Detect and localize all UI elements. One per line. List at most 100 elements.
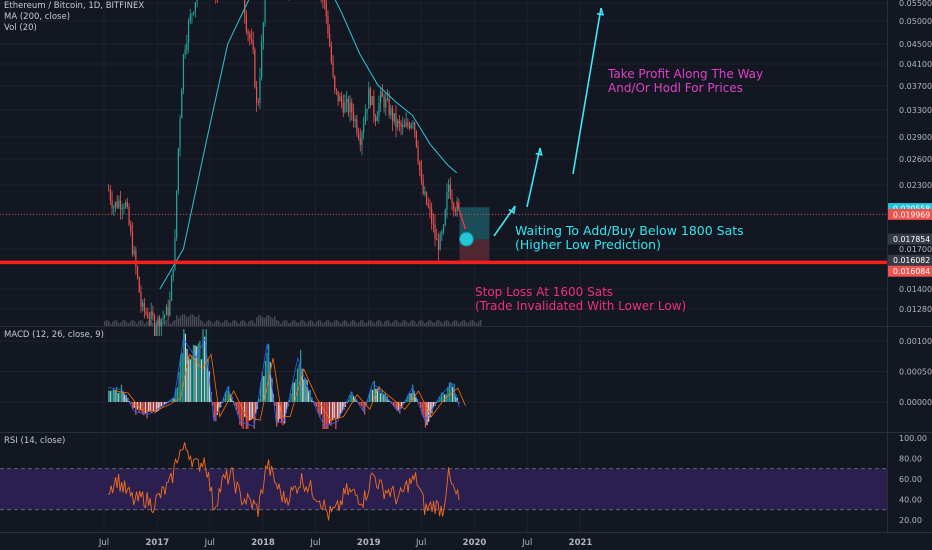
- volume-bar: [404, 320, 406, 326]
- macd-histogram-bar: [148, 402, 150, 412]
- candle-body: [152, 311, 154, 317]
- candle-body: [135, 250, 137, 267]
- macd-histogram-bar: [336, 402, 339, 419]
- rsi-title[interactable]: RSI (14, close): [4, 436, 66, 446]
- volume-bar: [294, 320, 296, 326]
- volume-bar: [438, 320, 440, 326]
- ma-legend[interactable]: MA (200, close): [4, 12, 71, 22]
- macd-histogram-bar: [384, 393, 387, 402]
- volume-bar: [250, 320, 252, 326]
- candle-body: [395, 113, 397, 128]
- volume-bar: [178, 317, 180, 326]
- volume-bar: [136, 323, 138, 326]
- volume-bar: [420, 320, 422, 326]
- volume-bar: [210, 321, 212, 326]
- macd-histogram-bar: [360, 402, 363, 407]
- symbol-title[interactable]: Ethereum / Bitcoin, 1D, BITFINEX: [4, 1, 145, 11]
- volume-bar: [144, 323, 146, 326]
- macd-histogram-bar: [159, 402, 161, 410]
- rsi-tick-label: 80.00: [899, 455, 922, 464]
- price-label: 0.016082: [893, 256, 930, 265]
- volume-bar: [138, 321, 140, 326]
- candle-body: [439, 234, 441, 250]
- macd-histogram-bar: [183, 329, 185, 402]
- macd-histogram-bar: [367, 400, 369, 402]
- macd-histogram-bar: [180, 355, 182, 402]
- candle-body: [342, 102, 344, 113]
- main-legend: Ethereum / Bitcoin, 1D, BITFINEX MA (200…: [4, 1, 144, 34]
- macd-histogram-bar: [228, 386, 230, 402]
- candle-body: [332, 62, 334, 77]
- volume-bar: [464, 320, 466, 326]
- rsi-legend: RSI (14, close): [4, 436, 65, 447]
- macd-histogram-bar: [402, 402, 404, 405]
- macd-histogram-bar: [314, 402, 316, 407]
- macd-histogram-bar: [381, 390, 383, 402]
- volume-bar: [334, 320, 336, 326]
- macd-histogram-bar: [407, 394, 409, 402]
- macd-histogram-bar: [207, 359, 209, 402]
- macd-histogram-bar: [282, 402, 284, 426]
- volume-bar: [394, 320, 396, 326]
- candle-body: [189, 14, 191, 22]
- volume-bar: [276, 320, 278, 326]
- volume-bar: [218, 320, 220, 326]
- volume-bar: [268, 315, 270, 326]
- volume-bar: [336, 320, 338, 326]
- candle-body: [344, 102, 346, 113]
- macd-histogram-bar: [405, 399, 407, 402]
- macd-histogram-bar: [221, 402, 223, 403]
- time-axis[interactable]: Jul 2017 Jul 2018 Jul 2019 Jul 2020 Jul 2021: [98, 538, 593, 548]
- time-tick-label: Jul: [521, 538, 532, 548]
- price-label: 0.016084: [893, 267, 930, 276]
- volume-bar: [382, 323, 384, 326]
- macd-histogram-bar: [151, 402, 153, 414]
- macd-histogram-bar: [128, 401, 131, 402]
- candle-body: [165, 307, 168, 316]
- volume-bar: [452, 321, 454, 326]
- volume-bar: [134, 321, 136, 326]
- volume-bar: [400, 322, 402, 326]
- candle-body: [356, 119, 358, 133]
- volume-bar: [206, 321, 208, 326]
- time-tick-label: Jul: [415, 538, 426, 548]
- macd-histogram-bar: [392, 402, 395, 407]
- volume-bar: [170, 323, 172, 326]
- volume-bar: [364, 322, 366, 326]
- rsi-line: [107, 442, 460, 521]
- candle-body: [177, 148, 179, 191]
- macd-histogram-bar: [340, 402, 342, 414]
- volume-bar: [122, 320, 124, 326]
- volume-bar: [118, 322, 120, 326]
- candle-body: [441, 232, 443, 235]
- candle-body: [150, 311, 152, 319]
- macd-histogram-bar: [330, 402, 332, 426]
- macd-histogram-bar: [215, 402, 217, 422]
- candle-body: [182, 54, 185, 90]
- macd-histogram-bar: [117, 393, 119, 402]
- volume-bar: [238, 323, 240, 326]
- volume-bar: [240, 321, 242, 326]
- volume-bar: [422, 320, 424, 326]
- candle-body: [249, 33, 251, 39]
- volume-bar: [410, 320, 412, 326]
- macd-histogram-bar: [236, 402, 238, 410]
- volume-bar: [182, 314, 184, 326]
- volume-bar: [104, 321, 106, 326]
- candle-body: [386, 98, 389, 100]
- macd-histogram-bar: [447, 386, 449, 402]
- candle-body: [407, 122, 409, 126]
- volume-bar: [440, 321, 442, 326]
- macd-title[interactable]: MACD (12, 26, close, 9): [4, 330, 104, 340]
- volume-legend[interactable]: Vol (20): [4, 23, 37, 33]
- candle-body: [264, 0, 266, 24]
- macd-histogram-bar: [181, 352, 183, 402]
- volume-bar: [260, 315, 262, 326]
